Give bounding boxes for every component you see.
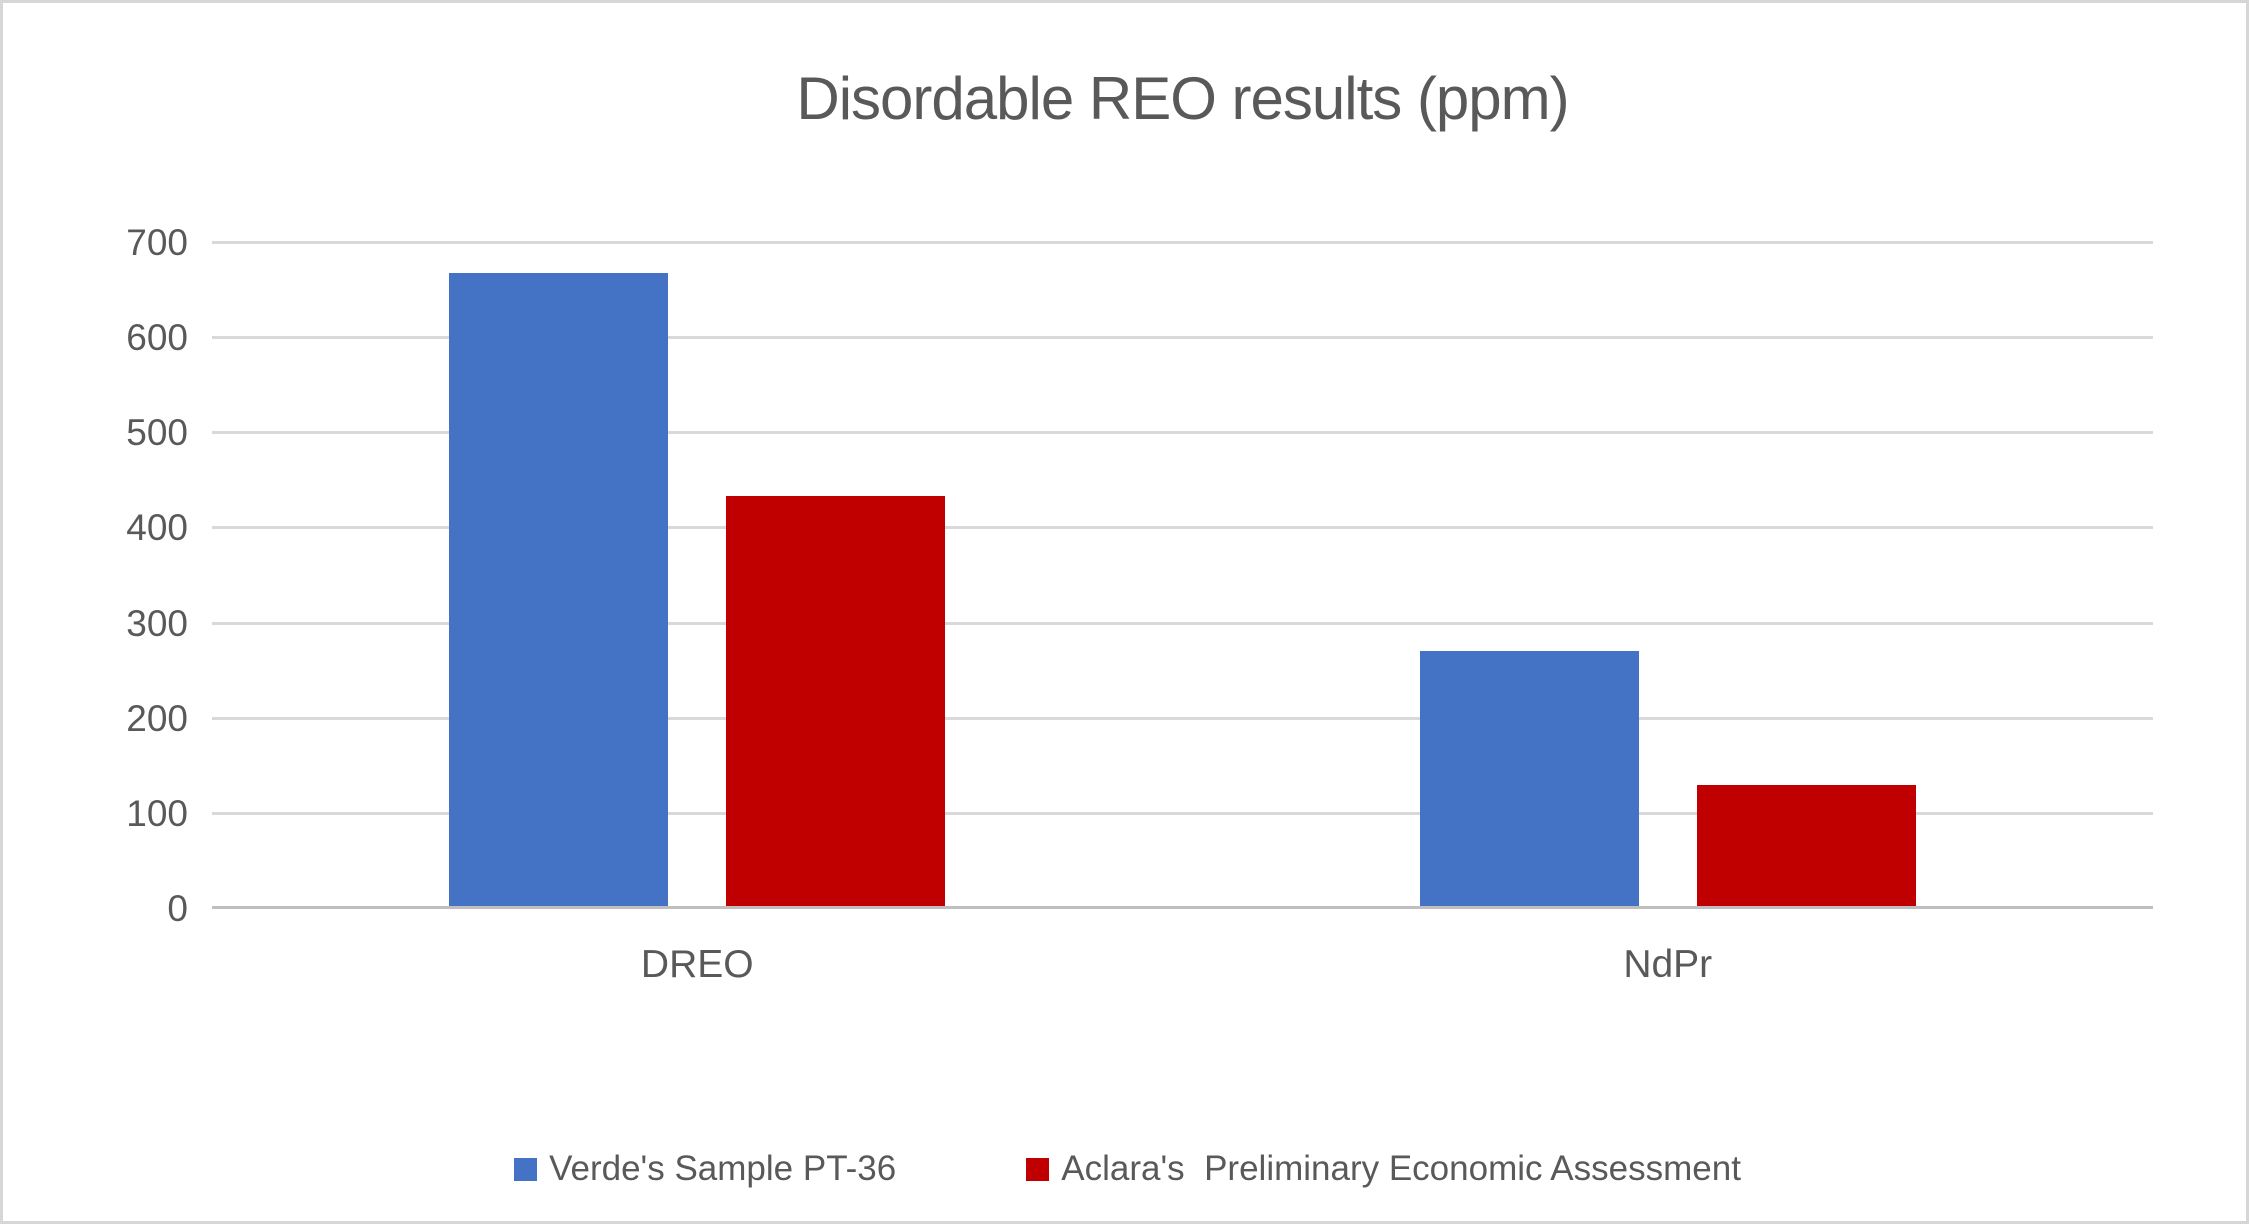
y-tick-label-300: 300: [126, 602, 188, 644]
category-label-ndpr: NdPr: [1623, 943, 1713, 986]
chart-title: Disordable REO results (ppm): [796, 65, 1569, 132]
y-tick-label-100: 100: [126, 792, 188, 834]
y-tick-label-0: 0: [167, 888, 188, 929]
gridline-700: [212, 241, 2153, 244]
y-tick-label-400: 400: [126, 507, 188, 549]
bar-ndpr-series1: [1419, 651, 1639, 908]
bar-dreo-series1: [449, 273, 669, 908]
bar-ndpr-series2: [1696, 785, 1916, 908]
legend: Verde's Sample PT-36 Aclara's Preliminar…: [3, 1141, 2246, 1197]
y-tick-label-200: 200: [126, 697, 188, 739]
legend-label-verde: Verde's Sample PT-36: [549, 1149, 897, 1188]
y-tick-label-700: 700: [126, 222, 188, 263]
legend-label-aclara: Aclara's Preliminary Economic Assessment: [1061, 1149, 1741, 1188]
legend-swatch-blue-icon: [514, 1157, 538, 1181]
bar-dreo-series2: [726, 496, 946, 908]
gridline-400: [212, 526, 2153, 530]
category-label-dreo: DREO: [640, 943, 754, 986]
legend-swatch-red-icon: [1026, 1157, 1050, 1181]
y-tick-label-600: 600: [126, 317, 188, 359]
y-tick-label-500: 500: [126, 412, 188, 454]
gridline-500: [212, 431, 2153, 435]
gridline-600: [212, 336, 2153, 340]
legend-item-aclara: Aclara's Preliminary Economic Assessment: [1026, 1147, 1741, 1191]
plot-area: [212, 241, 2153, 909]
legend-item-verde: Verde's Sample PT-36: [514, 1147, 896, 1191]
gridline-200: [212, 716, 2153, 720]
gridline-100: [212, 811, 2153, 815]
gridline-300: [212, 621, 2153, 625]
x-axis-line: [212, 906, 2153, 909]
